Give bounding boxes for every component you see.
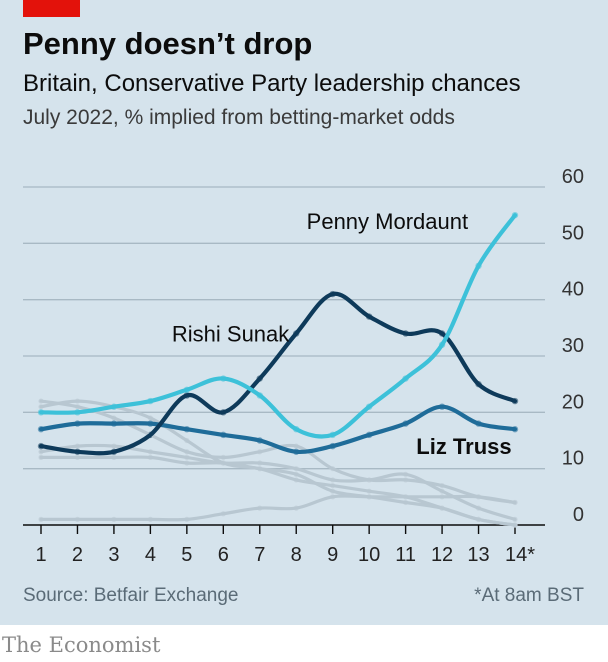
x-axis: 1 2 3 4 5 6 7 8 9 10 11 12 13 14* bbox=[23, 524, 545, 566]
series-label: Rishi Sunak bbox=[172, 321, 290, 346]
source-note: Source: Betfair Exchange bbox=[23, 585, 239, 606]
chart-unit-note: July 2022, % implied from betting-market… bbox=[23, 106, 455, 129]
data-points bbox=[37, 211, 519, 528]
y-tick-label: 20 bbox=[562, 391, 584, 413]
x-tick-label: 4 bbox=[145, 544, 156, 566]
x-tick-label: 9 bbox=[327, 544, 338, 566]
x-tick-label: 12 bbox=[431, 544, 453, 566]
series-line-mordaunt bbox=[38, 213, 518, 439]
series-lines bbox=[38, 213, 518, 527]
series-label: Penny Mordaunt bbox=[307, 209, 468, 234]
brand-red-tag bbox=[23, 0, 80, 17]
x-tick-label: 8 bbox=[291, 544, 302, 566]
footnote: *At 8am BST bbox=[474, 585, 584, 606]
x-tick-label: 2 bbox=[72, 544, 83, 566]
x-tick-label: 7 bbox=[254, 544, 265, 566]
y-tick-label: 30 bbox=[562, 335, 584, 357]
series-line-truss bbox=[38, 404, 518, 455]
gridlines bbox=[23, 186, 545, 470]
chart-title: Penny doesn’t drop bbox=[23, 26, 313, 61]
x-tick-label: 6 bbox=[218, 544, 229, 566]
x-tick-label: 14* bbox=[505, 544, 535, 566]
x-tick-label: 1 bbox=[35, 544, 46, 566]
y-tick-label: 0 bbox=[573, 504, 584, 526]
series-label: Liz Truss bbox=[416, 434, 511, 459]
series-annotations: Penny Mordaunt Rishi Sunak Liz Truss bbox=[172, 209, 512, 459]
x-tick-label: 3 bbox=[108, 544, 119, 566]
y-tick-labels: 0 10 20 30 40 50 60 bbox=[562, 166, 584, 526]
y-tick-label: 50 bbox=[562, 222, 584, 244]
series-line-other bbox=[39, 494, 517, 522]
x-tick-label: 13 bbox=[467, 544, 489, 566]
x-tick-label: 5 bbox=[181, 544, 192, 566]
series-line-other bbox=[39, 455, 517, 527]
y-tick-label: 40 bbox=[562, 279, 584, 301]
x-tick-label: 11 bbox=[395, 544, 416, 566]
y-tick-label: 10 bbox=[562, 448, 584, 470]
chart-subtitle: Britain, Conservative Party leadership c… bbox=[23, 70, 521, 97]
economist-logo-text: The Economist bbox=[2, 633, 161, 657]
x-tick-label: 10 bbox=[358, 544, 380, 566]
series-line-sunak bbox=[38, 291, 518, 456]
series-line-other bbox=[39, 443, 517, 521]
y-tick-label: 60 bbox=[562, 166, 584, 188]
